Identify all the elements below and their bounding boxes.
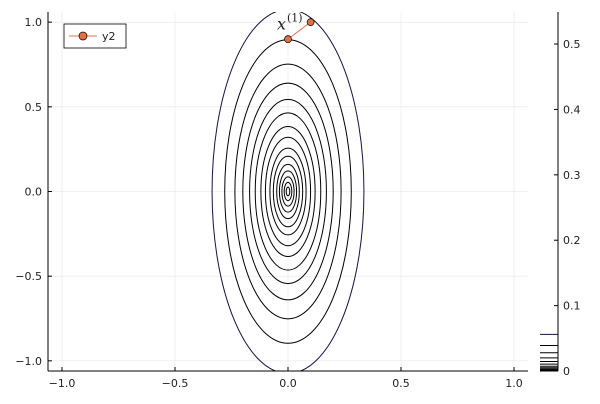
x-tick-label: 1.0 bbox=[505, 377, 523, 390]
colorbar-tick-label: 0.2 bbox=[563, 234, 581, 247]
contour-line bbox=[234, 63, 342, 320]
contour-line bbox=[264, 136, 312, 247]
x-tick-label: −1.0 bbox=[49, 377, 76, 390]
y-tick-label: 0.5 bbox=[25, 101, 43, 114]
series-marker bbox=[306, 18, 315, 27]
series-marker bbox=[284, 35, 292, 43]
contour-line bbox=[281, 176, 295, 207]
contour-line bbox=[211, 12, 365, 371]
contour-line bbox=[260, 125, 316, 258]
y-tick-label: 0.0 bbox=[25, 186, 43, 199]
contour-line bbox=[254, 112, 322, 271]
legend-marker bbox=[78, 31, 88, 41]
colorbar-tick-label: 0 bbox=[563, 365, 570, 378]
contour-line bbox=[283, 181, 293, 202]
x-tick-label: 0.0 bbox=[279, 377, 297, 390]
contour-line bbox=[272, 155, 304, 228]
colorbar-tick-label: 0.1 bbox=[563, 300, 581, 313]
annotation: x bbox=[277, 15, 286, 34]
y-tick-label: −0.5 bbox=[15, 270, 42, 283]
contour-line bbox=[285, 186, 291, 197]
contour-line bbox=[278, 170, 298, 213]
x-tick-label: −0.5 bbox=[162, 377, 189, 390]
contours bbox=[211, 12, 365, 371]
colorbar-tick-label: 0.3 bbox=[563, 169, 581, 182]
contour-line bbox=[276, 163, 300, 220]
contour-line bbox=[249, 98, 327, 285]
annotation-superscript: (1) bbox=[287, 12, 303, 25]
y-tick-label: −1.0 bbox=[15, 355, 42, 368]
contour-line bbox=[269, 147, 307, 236]
colorbar-tick-label: 0.5 bbox=[563, 38, 581, 51]
series-line bbox=[287, 21, 311, 40]
colorbar-tick-label: 0.4 bbox=[563, 103, 581, 116]
x-tick-label: 0.5 bbox=[392, 377, 410, 390]
grid bbox=[48, 12, 528, 371]
y-tick-label: 1.0 bbox=[25, 16, 43, 29]
contour-line bbox=[242, 82, 334, 301]
foreground: −1.0 −0.5 0.0 0.5 1.0 −1.0 −0.5 0.0 0.5 1.0 x (1) y2… bbox=[15, 12, 580, 390]
legend-label: y2 bbox=[102, 30, 116, 43]
